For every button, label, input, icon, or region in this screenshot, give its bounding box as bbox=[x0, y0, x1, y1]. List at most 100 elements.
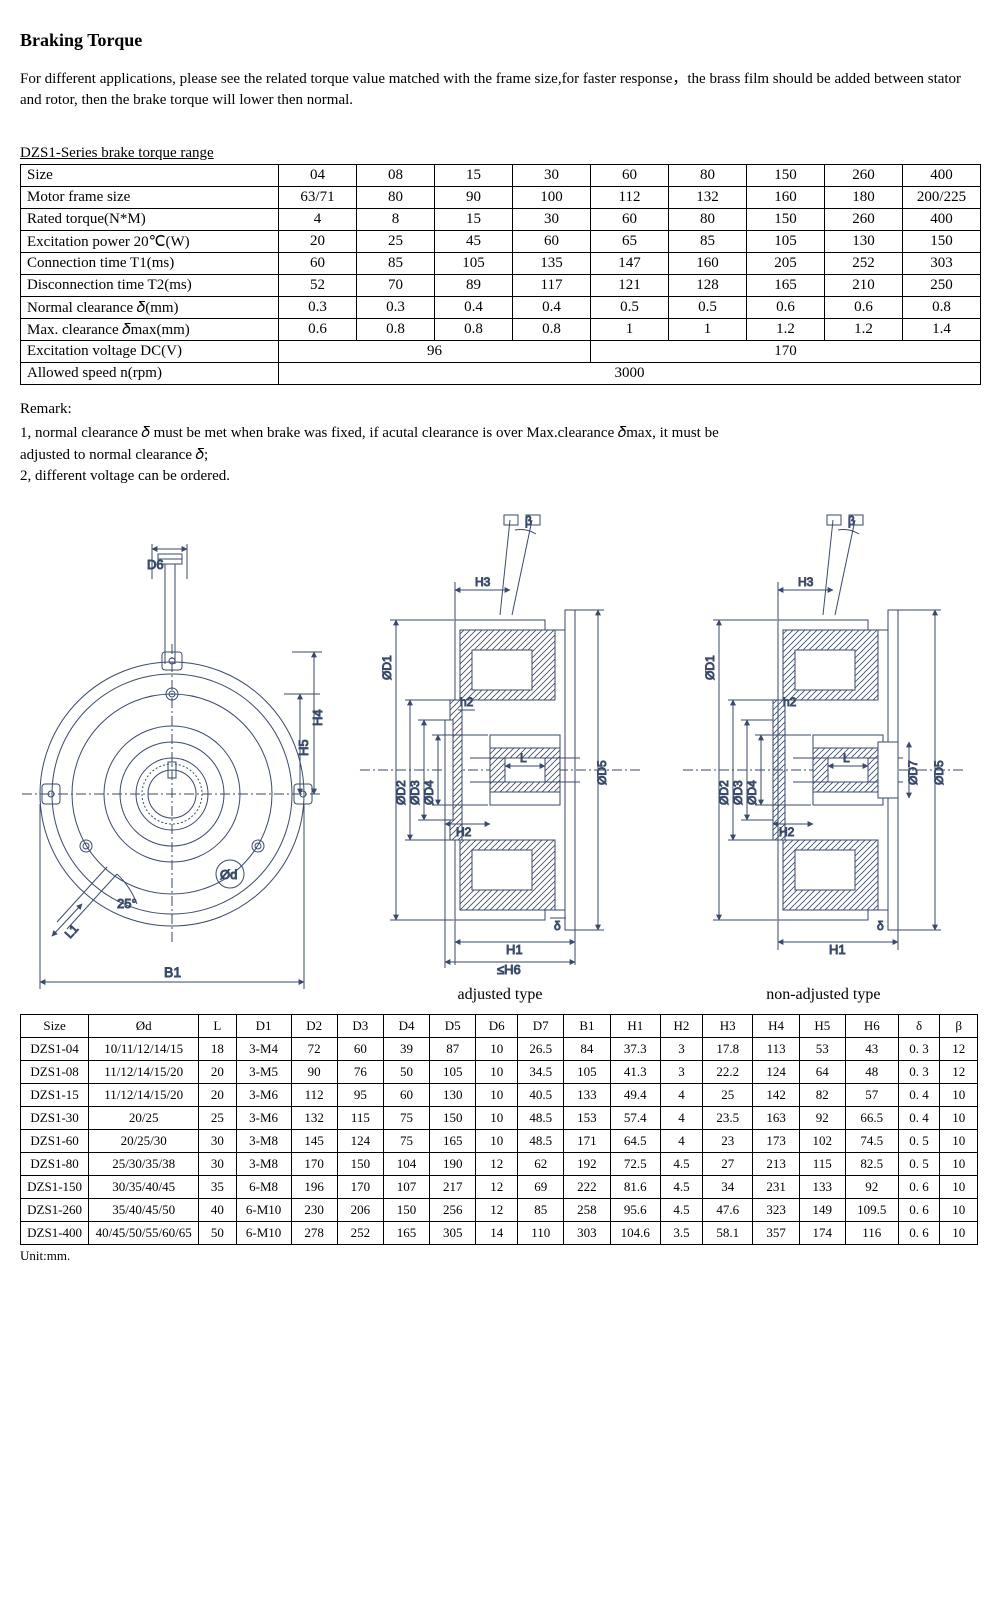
dims-header: B1 bbox=[564, 1015, 610, 1038]
dims-cell: 170 bbox=[337, 1176, 383, 1199]
dims-cell: 30 bbox=[199, 1130, 236, 1153]
dims-cell: 90 bbox=[291, 1061, 337, 1084]
dims-cell: 305 bbox=[430, 1222, 476, 1245]
spec-cell: 165 bbox=[747, 275, 825, 297]
dims-cell: 10 bbox=[940, 1130, 978, 1153]
spec-cell: 1.2 bbox=[825, 319, 903, 341]
spec-cell: 160 bbox=[669, 253, 747, 275]
dim-h3: H3 bbox=[475, 575, 491, 589]
dims-cell: 145 bbox=[291, 1130, 337, 1153]
dims-cell: 57.4 bbox=[610, 1107, 661, 1130]
dims-cell: 35 bbox=[199, 1176, 236, 1199]
spec-cell: 400 bbox=[903, 209, 981, 231]
remark-line: 1, normal clearance 𝛿 must be met when b… bbox=[20, 423, 980, 445]
dims-cell: 50 bbox=[199, 1222, 236, 1245]
dims-cell: 40.5 bbox=[518, 1084, 564, 1107]
remark-block: Remark: 1, normal clearance 𝛿 must be me… bbox=[20, 399, 980, 488]
dims-cell: 3 bbox=[661, 1038, 703, 1061]
dims-cell: 213 bbox=[753, 1153, 799, 1176]
spec-cell: 20 bbox=[279, 231, 357, 253]
dim-H2: H2 bbox=[456, 825, 472, 839]
spec-cell: 0.6 bbox=[747, 297, 825, 319]
dims-cell: 25 bbox=[702, 1084, 753, 1107]
spec-cell: 60 bbox=[591, 209, 669, 231]
dims-cell: 82 bbox=[799, 1084, 845, 1107]
dims-cell: 165 bbox=[383, 1222, 429, 1245]
dim-L: L bbox=[520, 751, 527, 765]
dim-beta2: β bbox=[848, 514, 855, 528]
dims-cell: 170 bbox=[291, 1153, 337, 1176]
page-title: Braking Torque bbox=[20, 30, 980, 51]
dims-cell: DZS1-260 bbox=[21, 1199, 89, 1222]
dims-header: L bbox=[199, 1015, 236, 1038]
spec-row-label: Max. clearance 𝛿max(mm) bbox=[21, 319, 279, 341]
spec-cell: 25 bbox=[357, 231, 435, 253]
spec-cell: 135 bbox=[513, 253, 591, 275]
dims-cell: 41.3 bbox=[610, 1061, 661, 1084]
dims-cell: 6-M8 bbox=[236, 1176, 291, 1199]
dims-cell: 25 bbox=[199, 1107, 236, 1130]
dims-cell: 130 bbox=[430, 1084, 476, 1107]
spec-cell: 30 bbox=[513, 209, 591, 231]
dims-cell: 25/30/35/38 bbox=[89, 1153, 199, 1176]
dims-header: H3 bbox=[702, 1015, 753, 1038]
dims-cell: 60 bbox=[383, 1084, 429, 1107]
dims-cell: 48 bbox=[845, 1061, 898, 1084]
dims-cell: 12 bbox=[940, 1061, 978, 1084]
dims-cell: 34.5 bbox=[518, 1061, 564, 1084]
dims-cell: 110 bbox=[518, 1222, 564, 1245]
spec-row-label: Excitation power 20℃(W) bbox=[21, 231, 279, 253]
spec-cell: 130 bbox=[825, 231, 903, 253]
dim-h5: H5 bbox=[296, 739, 311, 756]
dims-header: D2 bbox=[291, 1015, 337, 1038]
dims-cell: 4 bbox=[661, 1130, 703, 1153]
dim-d4n: ØD4 bbox=[745, 780, 759, 805]
dims-cell: 18 bbox=[199, 1038, 236, 1061]
dims-cell: 3-M5 bbox=[236, 1061, 291, 1084]
dims-cell: 113 bbox=[753, 1038, 799, 1061]
spec-cell: 128 bbox=[669, 275, 747, 297]
dims-cell: 10 bbox=[940, 1222, 978, 1245]
dims-cell: 252 bbox=[337, 1222, 383, 1245]
spec-cell: 63/71 bbox=[279, 187, 357, 209]
spec-cell: 0.8 bbox=[357, 319, 435, 341]
spec-cell: 105 bbox=[435, 253, 513, 275]
dims-cell: 64 bbox=[799, 1061, 845, 1084]
dimensions-table: SizeØdLD1D2D3D4D5D6D7B1H1H2H3H4H5H6δβ DZ… bbox=[20, 1014, 978, 1245]
spec-cell: 112 bbox=[591, 187, 669, 209]
figure-caption-adjusted: adjusted type bbox=[343, 986, 656, 1004]
dims-cell: 105 bbox=[430, 1061, 476, 1084]
spec-cell: 200/225 bbox=[903, 187, 981, 209]
spec-cell: 105 bbox=[747, 231, 825, 253]
dims-cell: 3-M8 bbox=[236, 1130, 291, 1153]
dims-cell: 133 bbox=[799, 1176, 845, 1199]
spec-cell: 0.6 bbox=[279, 319, 357, 341]
dims-cell: 62 bbox=[518, 1153, 564, 1176]
dims-cell: 4 bbox=[661, 1084, 703, 1107]
dims-header: β bbox=[940, 1015, 978, 1038]
intro-paragraph: For different applications, please see t… bbox=[20, 69, 980, 111]
dims-cell: 150 bbox=[430, 1107, 476, 1130]
dim-H1: H1 bbox=[506, 942, 523, 957]
spec-cell: 80 bbox=[669, 209, 747, 231]
figure-non-adjusted: β ØD2 ØD3 bbox=[667, 510, 980, 1004]
spec-cell: 70 bbox=[357, 275, 435, 297]
dims-cell: 72.5 bbox=[610, 1153, 661, 1176]
dims-cell: DZS1-08 bbox=[21, 1061, 89, 1084]
spec-cell: 0.8 bbox=[513, 319, 591, 341]
dims-cell: 0. 4 bbox=[898, 1107, 940, 1130]
dim-d1n: ØD1 bbox=[703, 655, 717, 680]
dims-cell: 69 bbox=[518, 1176, 564, 1199]
dims-cell: 23 bbox=[702, 1130, 753, 1153]
dims-cell: 10/11/12/14/15 bbox=[89, 1038, 199, 1061]
dims-header: D1 bbox=[236, 1015, 291, 1038]
dims-cell: 14 bbox=[476, 1222, 518, 1245]
spec-cell: 15 bbox=[435, 209, 513, 231]
dims-cell: 4.5 bbox=[661, 1199, 703, 1222]
dims-cell: 20/25 bbox=[89, 1107, 199, 1130]
dims-cell: 30/35/40/45 bbox=[89, 1176, 199, 1199]
spec-cell: 1.2 bbox=[747, 319, 825, 341]
spec-cell: 85 bbox=[669, 231, 747, 253]
spec-cell: 8 bbox=[357, 209, 435, 231]
dims-header: D4 bbox=[383, 1015, 429, 1038]
